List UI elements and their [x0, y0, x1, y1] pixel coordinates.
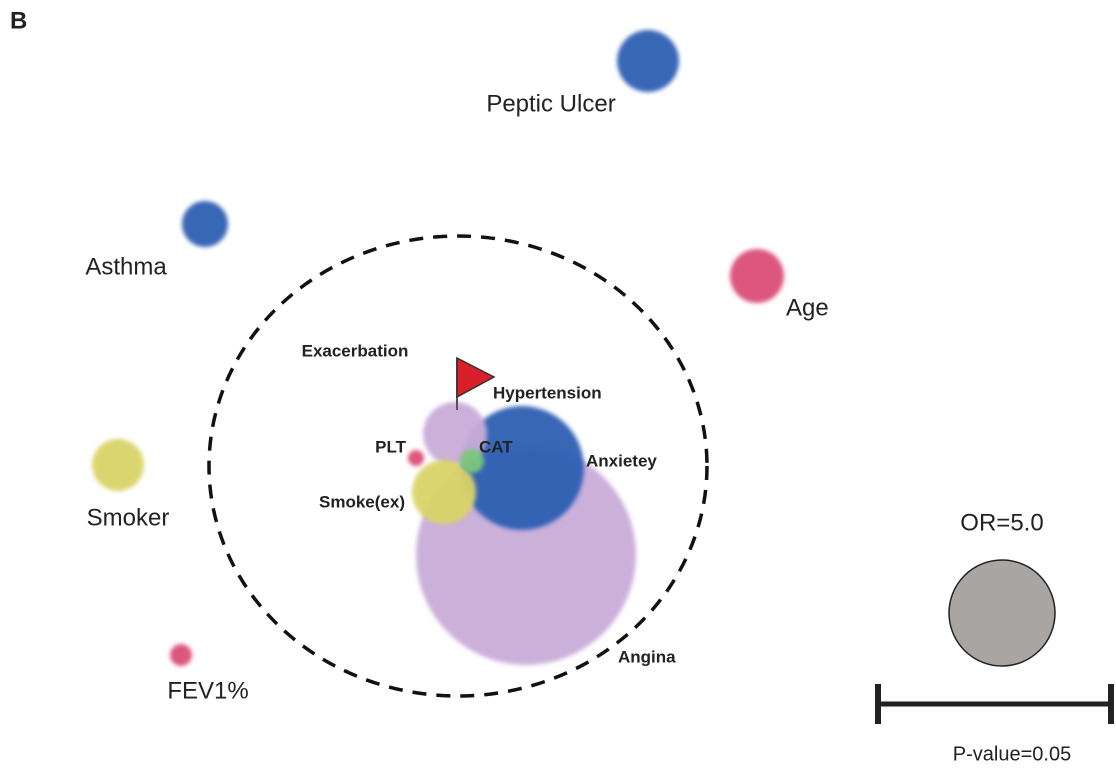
node-label: PLT	[375, 437, 406, 456]
node-circle	[408, 450, 424, 466]
node-label: Exacerbation	[302, 341, 409, 360]
node-circle	[730, 249, 784, 303]
node-label: Asthma	[85, 253, 167, 280]
node-label: Angina	[618, 647, 676, 666]
nodes: Peptic Ulcer Asthma Age Smoker FEV1% Angina An…	[85, 30, 829, 704]
node-circle	[182, 201, 228, 247]
node-circle	[617, 30, 679, 92]
node-circle	[460, 449, 484, 473]
node-circle	[412, 460, 476, 524]
node-label: CAT	[479, 437, 513, 456]
node-label: Peptic Ulcer	[486, 90, 615, 117]
legend-size-label: OR=5.0	[960, 509, 1043, 536]
node-circle	[170, 644, 192, 666]
panel-label: B	[10, 7, 27, 34]
node-circle	[92, 439, 144, 491]
node-label: FEV1%	[167, 677, 248, 704]
flag	[456, 356, 496, 399]
threshold-circle	[207, 234, 709, 698]
node-circle	[460, 406, 584, 530]
node-label: Anxietey	[586, 451, 657, 470]
node-label: Smoke(ex)	[319, 492, 405, 511]
node-label: Hypertension	[493, 383, 602, 402]
node-label: Age	[786, 294, 829, 321]
legend-circle	[948, 559, 1056, 667]
legend-bar-label: P-value=0.05	[953, 743, 1071, 765]
node-label: Smoker	[87, 504, 170, 531]
